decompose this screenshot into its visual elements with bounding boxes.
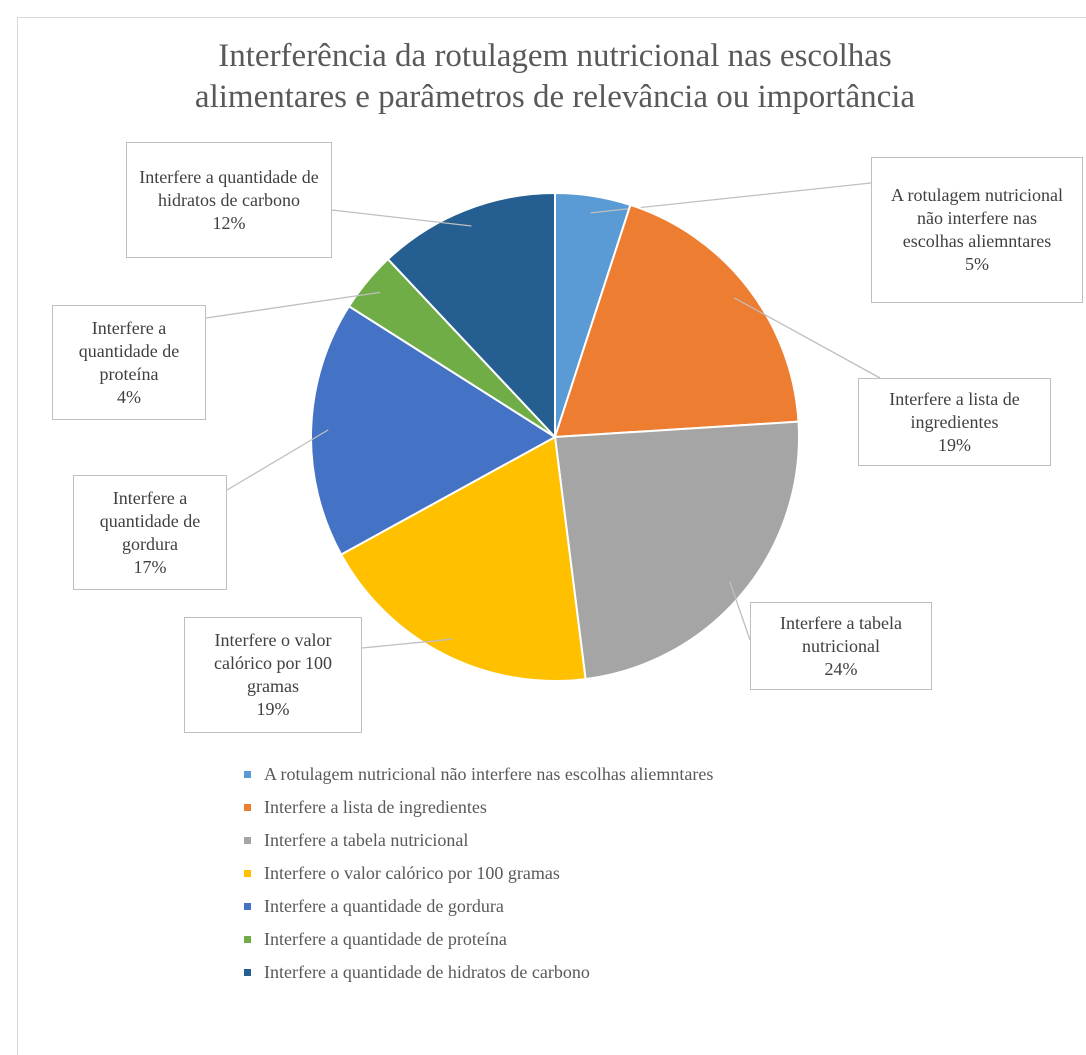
legend-swatch bbox=[244, 804, 251, 811]
data-label-value: 5% bbox=[965, 254, 989, 274]
legend-item: Interfere a tabela nutricional bbox=[244, 830, 468, 851]
legend-swatch bbox=[244, 870, 251, 877]
data-label-value: 17% bbox=[133, 556, 167, 577]
chart-border bbox=[17, 17, 1086, 1055]
data-label-category: Interfere o valor calórico por 100 grama… bbox=[214, 630, 332, 696]
legend-item: Interfere a quantidade de hidratos de ca… bbox=[244, 962, 590, 983]
data-label-value: 24% bbox=[824, 658, 858, 679]
legend-label: A rotulagem nutricional não interfere na… bbox=[264, 764, 714, 784]
legend-swatch bbox=[244, 837, 251, 844]
data-label-value: 19% bbox=[938, 434, 971, 455]
legend-swatch bbox=[244, 936, 251, 943]
leader-line bbox=[361, 638, 453, 649]
legend-item: Interfere o valor calórico por 100 grama… bbox=[244, 863, 560, 884]
chart-title: Interferência da rotulagem nutricional n… bbox=[194, 38, 916, 115]
legend-swatch bbox=[244, 771, 251, 778]
legend-swatch bbox=[244, 969, 251, 976]
legend-label: Interfere a quantidade de hidratos de ca… bbox=[264, 962, 590, 982]
leader-line bbox=[331, 209, 472, 227]
leader-line bbox=[729, 581, 751, 641]
data-label-value: 4% bbox=[117, 386, 141, 407]
data-label: Interfere a lista de ingredientes 19% bbox=[858, 378, 1051, 466]
legend-label: Interfere a tabela nutricional bbox=[264, 830, 469, 850]
data-label-value: 19% bbox=[256, 699, 290, 719]
pie-slice bbox=[553, 203, 800, 439]
data-label-category: Interfere a tabela nutricional bbox=[780, 612, 902, 656]
data-label: Interfere a tabela nutricional 24% bbox=[750, 602, 932, 690]
data-label: Interfere a quantidade de hidratos de ca… bbox=[126, 142, 332, 258]
data-label-category: A rotulagem nutricional não interfere na… bbox=[891, 185, 1063, 251]
data-label: A rotulagem nutricional não interfere na… bbox=[871, 157, 1083, 303]
pie-slice bbox=[553, 420, 800, 681]
data-label-category: Interfere a quantidade de hidratos de ca… bbox=[139, 166, 319, 210]
legend-item: Interfere a quantidade de proteína bbox=[244, 929, 507, 950]
leader-line bbox=[226, 429, 329, 491]
legend-item: A rotulagem nutricional não interfere na… bbox=[244, 764, 713, 785]
legend-label: Interfere a lista de ingredientes bbox=[264, 797, 487, 817]
data-label: Interfere o valor calórico por 100 grama… bbox=[184, 617, 362, 733]
pie-slice bbox=[386, 191, 556, 440]
data-label-category: Interfere a lista de ingredientes bbox=[889, 388, 1020, 432]
pie-slice bbox=[339, 435, 587, 682]
data-label: Interfere a quantidade de gordura 17% bbox=[73, 475, 227, 590]
legend-swatch bbox=[244, 903, 251, 910]
legend-item: Interfere a lista de ingredientes bbox=[244, 797, 487, 818]
data-label-category: Interfere a quantidade de gordura bbox=[99, 487, 201, 554]
pie-slice bbox=[310, 304, 557, 556]
data-label-value: 12% bbox=[212, 212, 246, 233]
legend-label: Interfere a quantidade de gordura bbox=[264, 896, 504, 916]
data-label-category: Interfere a quantidade de proteína bbox=[78, 317, 180, 384]
legend-label: Interfere a quantidade de proteína bbox=[264, 929, 507, 949]
legend-item: Interfere a quantidade de gordura bbox=[244, 896, 504, 917]
legend-label: Interfere o valor calórico por 100 grama… bbox=[264, 863, 560, 883]
leader-line bbox=[733, 297, 881, 379]
leader-line bbox=[205, 291, 381, 319]
data-label: Interfere a quantidade de proteína 4% bbox=[52, 305, 206, 420]
